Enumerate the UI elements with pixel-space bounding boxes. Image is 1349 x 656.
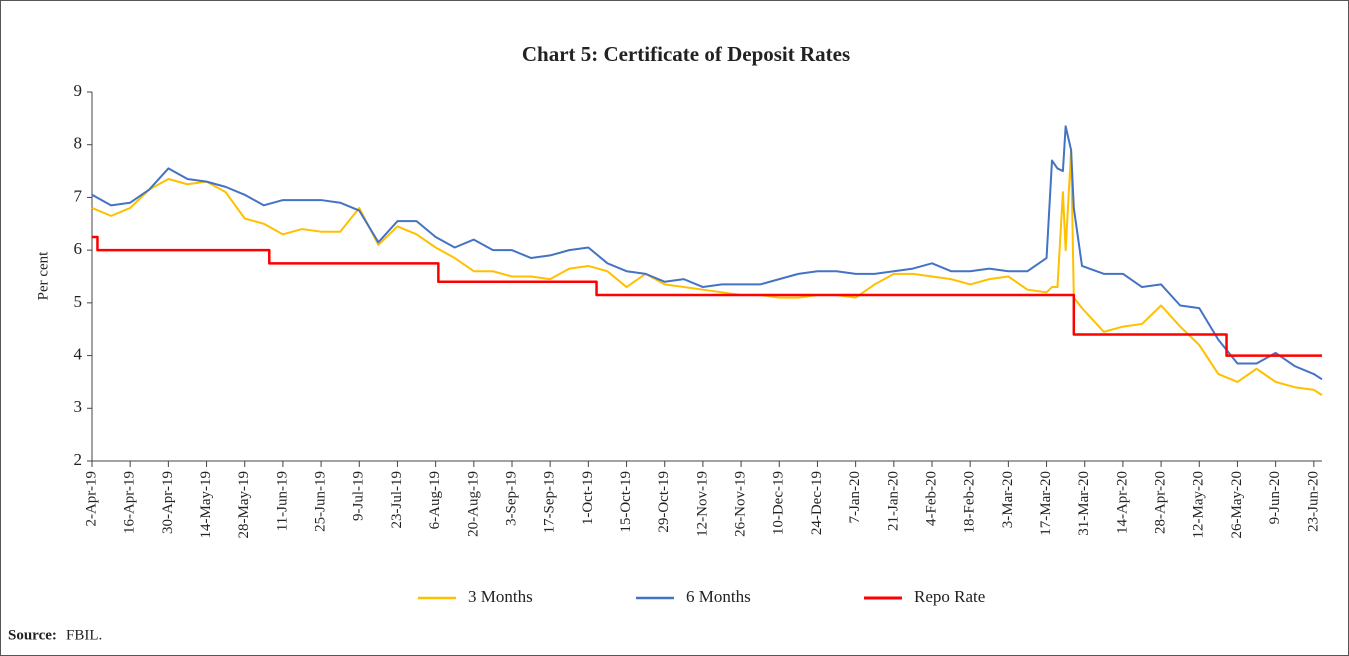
x-tick-label: 1-Oct-19 [580,471,596,525]
x-tick-label: 25-Jun-19 [313,471,329,532]
x-tick-label: 14-Apr-20 [1114,471,1130,534]
x-tick-label: 24-Dec-19 [809,471,825,535]
x-tick-label: 16-Apr-19 [122,471,138,534]
y-tick-label: 7 [74,186,83,205]
x-tick-label: 21-Jan-20 [885,471,901,531]
y-tick-label: 4 [74,344,83,363]
chart-title: Chart 5: Certificate of Deposit Rates [522,42,850,66]
x-tick-label: 10-Dec-19 [771,471,787,535]
source-label: Source: [8,627,57,643]
y-tick-label: 8 [74,134,83,153]
x-tick-label: 23-Jun-20 [1305,471,1321,532]
x-tick-label: 29-Oct-19 [656,471,672,533]
x-tick-label: 9-Jun-20 [1267,471,1283,524]
x-tick-label: 3-Mar-20 [1000,471,1016,528]
y-axis-label: Per cent [35,251,51,301]
x-tick-label: 3-Sep-19 [503,471,519,526]
x-tick-label: 20-Aug-19 [465,471,481,537]
x-tick-label: 26-Nov-19 [733,471,749,537]
x-tick-label: 7-Jan-20 [847,471,863,524]
x-tick-label: 26-May-20 [1229,471,1245,539]
legend-label: 3 Months [468,587,533,606]
y-tick-label: 5 [74,292,83,311]
x-tick-label: 18-Feb-20 [962,471,978,534]
x-tick-label: 17-Mar-20 [1038,471,1054,536]
x-tick-label: 17-Sep-19 [542,471,558,534]
x-tick-label: 4-Feb-20 [923,471,939,526]
x-tick-label: 23-Jul-19 [389,471,405,529]
x-tick-label: 6-Aug-19 [427,471,443,529]
series-line [91,148,1323,396]
x-tick-label: 12-May-20 [1191,471,1207,539]
x-tick-label: 2-Apr-19 [83,471,99,527]
x-tick-label: 9-Jul-19 [351,471,367,521]
x-tick-label: 12-Nov-19 [694,471,710,537]
x-tick-label: 31-Mar-20 [1076,471,1092,536]
x-tick-label: 11-Jun-19 [274,471,290,531]
x-tick-label: 14-May-19 [198,471,214,539]
x-tick-label: 28-May-19 [236,471,252,539]
y-tick-label: 3 [74,397,83,416]
legend-label: Repo Rate [914,587,985,606]
y-tick-label: 2 [74,450,83,469]
x-tick-label: 30-Apr-19 [160,471,176,534]
x-tick-label: 28-Apr-20 [1153,471,1169,534]
y-tick-label: 9 [74,81,83,100]
series-line [91,125,1323,381]
x-tick-label: 15-Oct-19 [618,471,634,533]
series-line [92,235,1322,357]
source: FBIL. [66,627,102,643]
legend-label: 6 Months [686,587,751,606]
y-tick-label: 6 [74,239,83,258]
